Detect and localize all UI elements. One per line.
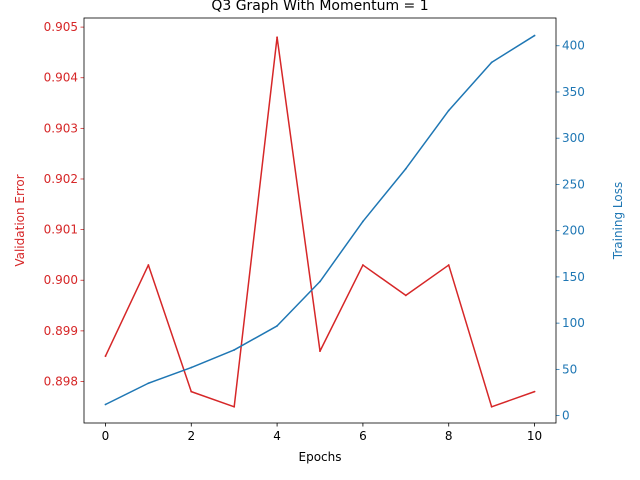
series-layer xyxy=(104,34,536,408)
training-loss-point xyxy=(362,220,364,223)
x-tick-label: 8 xyxy=(445,429,453,443)
validation-error-point xyxy=(276,36,278,39)
right-axis-label: Training Loss xyxy=(611,182,625,260)
validation-error-point xyxy=(147,264,150,266)
left-axis-ticks: 0.898 0.899 0.900 0.901 0.902 0.903 0.904 0.905 xyxy=(44,20,84,388)
training-loss-point xyxy=(190,366,193,369)
left-tick-label: 0.903 xyxy=(44,121,78,135)
training-loss-point xyxy=(276,325,278,327)
left-tick-label: 0.901 xyxy=(44,223,78,237)
validation-error-point xyxy=(404,294,407,297)
right-tick-label: 50 xyxy=(562,362,577,376)
chart-title: Q3 Graph With Momentum = 1 xyxy=(211,0,428,14)
training-loss-point xyxy=(490,61,493,64)
left-tick-label: 0.904 xyxy=(44,71,78,85)
training-loss-point xyxy=(319,280,321,283)
right-tick-label: 0 xyxy=(562,409,570,423)
x-tick-label: 6 xyxy=(359,429,367,443)
right-tick-label: 300 xyxy=(562,131,585,145)
right-tick-label: 100 xyxy=(562,316,585,330)
right-tick-label: 400 xyxy=(562,39,585,53)
right-tick-label: 350 xyxy=(562,85,585,99)
training-loss-point xyxy=(233,349,236,351)
left-tick-label: 0.905 xyxy=(44,20,78,34)
training-loss-point xyxy=(104,403,107,406)
plot-frame xyxy=(83,17,557,424)
training-loss-point xyxy=(147,382,150,385)
validation-error-point xyxy=(104,355,107,358)
training-loss-point xyxy=(533,34,536,37)
right-tick-label: 250 xyxy=(562,177,585,191)
x-tick-label: 10 xyxy=(527,429,542,443)
validation-error-point xyxy=(319,350,321,353)
x-tick-label: 4 xyxy=(273,429,281,443)
left-tick-label: 0.902 xyxy=(44,172,78,186)
validation-error-point xyxy=(490,405,493,408)
left-tick-label: 0.898 xyxy=(44,374,78,388)
training-loss-point xyxy=(404,167,407,170)
left-tick-label: 0.899 xyxy=(44,324,78,338)
validation-error-point xyxy=(362,264,364,266)
x-axis-label: Epochs xyxy=(299,450,342,464)
validation-error-point xyxy=(190,390,193,393)
validation-error-point xyxy=(447,264,450,266)
training-loss-point xyxy=(447,109,450,112)
left-axis-label: Validation Error xyxy=(13,174,27,266)
validation-error-point xyxy=(233,405,236,408)
left-tick-label: 0.900 xyxy=(44,273,78,287)
right-tick-label: 200 xyxy=(562,224,585,238)
right-axis-ticks: 0 50 100 150 200 250 300 350 400 xyxy=(556,39,585,423)
validation-error-point xyxy=(533,390,536,393)
x-tick-label: 0 xyxy=(102,429,110,443)
x-tick-label: 2 xyxy=(187,429,195,443)
x-axis-ticks: 0 2 4 6 8 10 xyxy=(102,423,542,443)
right-tick-label: 150 xyxy=(562,270,585,284)
